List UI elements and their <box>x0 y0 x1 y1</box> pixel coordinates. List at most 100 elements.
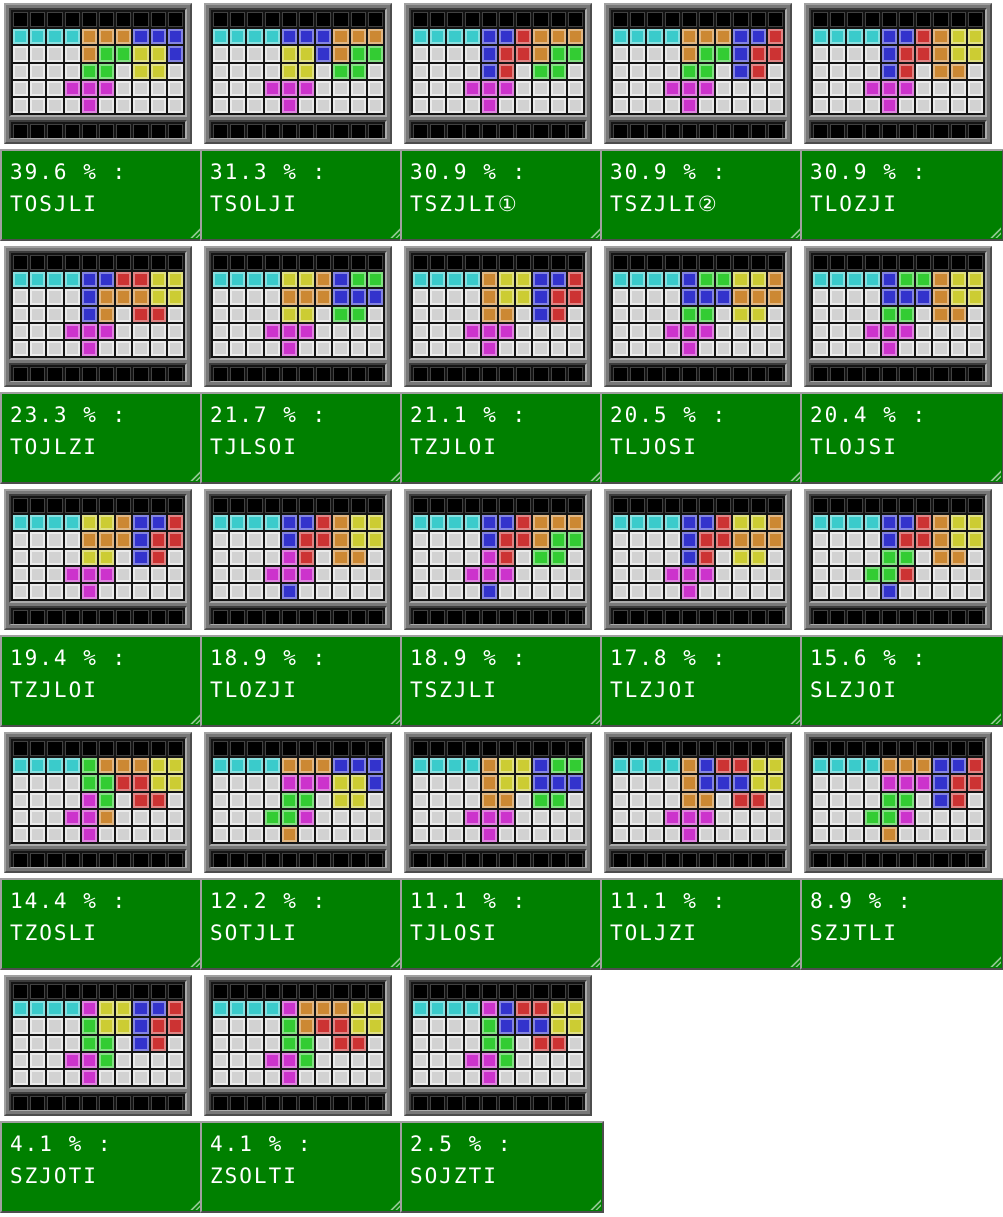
board-cell <box>316 741 332 757</box>
board-cell <box>567 984 583 1000</box>
board-cell <box>630 775 646 791</box>
board-cell <box>898 255 915 271</box>
resize-grip-icon[interactable] <box>990 227 1001 238</box>
resize-grip-icon[interactable] <box>590 956 601 967</box>
resize-grip-icon[interactable] <box>790 227 801 238</box>
board-cell <box>516 80 532 96</box>
resize-grip-icon[interactable] <box>790 956 801 967</box>
board-cell <box>630 289 646 305</box>
board-cell <box>847 29 863 45</box>
board-cell <box>681 741 697 757</box>
board-cell <box>613 29 629 45</box>
board-cell <box>150 549 166 565</box>
board-cell <box>30 1001 46 1017</box>
board-cell <box>13 124 29 139</box>
board-cell <box>464 549 480 565</box>
board-cell <box>133 29 149 45</box>
board-cell <box>213 1018 229 1034</box>
board-cell <box>516 323 532 339</box>
resize-grip-icon[interactable] <box>390 713 401 724</box>
board-cell <box>30 792 46 808</box>
board-cell <box>498 323 515 339</box>
board-cell <box>698 741 715 757</box>
board-cell <box>933 289 949 305</box>
playfield-frame <box>809 251 987 361</box>
resize-grip-icon[interactable] <box>590 1199 601 1210</box>
tetris-playfield <box>611 253 785 358</box>
resize-grip-icon[interactable] <box>590 713 601 724</box>
resize-grip-icon[interactable] <box>990 713 1001 724</box>
board-cell <box>133 853 149 868</box>
board-cell <box>167 97 183 114</box>
board-cell <box>567 367 583 382</box>
board-cell <box>413 853 429 868</box>
board-cell <box>464 532 480 548</box>
board-cell <box>264 853 280 868</box>
board-cell <box>533 984 549 1000</box>
board-cell <box>550 758 566 774</box>
resize-grip-icon[interactable] <box>190 227 201 238</box>
sequence-label: SLZJOI <box>810 678 898 702</box>
board-cell <box>516 306 532 322</box>
board-cell <box>864 306 880 322</box>
board-cell <box>864 255 880 271</box>
board-cell <box>916 46 932 62</box>
board-cell <box>133 289 149 305</box>
board-cell <box>613 12 629 28</box>
board-cell <box>281 809 297 825</box>
board-cell <box>116 1052 132 1068</box>
board-cell <box>230 97 246 114</box>
board-cell <box>498 272 515 288</box>
board-cell <box>516 853 532 868</box>
board-cell <box>213 29 229 45</box>
resize-grip-icon[interactable] <box>190 956 201 967</box>
board-cell <box>847 532 863 548</box>
board-cell <box>333 97 349 114</box>
board-cell <box>150 367 166 382</box>
board-cell <box>567 1035 583 1051</box>
board-cell <box>813 255 829 271</box>
board-cell <box>430 63 446 79</box>
board-cell <box>247 1001 263 1017</box>
board-cell <box>647 741 663 757</box>
board-cell <box>864 809 880 825</box>
resize-grip-icon[interactable] <box>390 1199 401 1210</box>
resize-grip-icon[interactable] <box>590 227 601 238</box>
board-cell <box>716 549 732 565</box>
board-cell <box>47 809 63 825</box>
board-cell <box>413 741 429 757</box>
board-cell <box>933 306 949 322</box>
board-cell <box>167 306 183 322</box>
board-cell <box>567 792 583 808</box>
board-cell <box>298 1096 315 1111</box>
board-cell <box>716 29 732 45</box>
board-cell <box>64 758 80 774</box>
resize-grip-icon[interactable] <box>990 956 1001 967</box>
resize-grip-icon[interactable] <box>590 470 601 481</box>
resize-grip-icon[interactable] <box>390 956 401 967</box>
resize-grip-icon[interactable] <box>190 713 201 724</box>
board-cell <box>898 853 915 868</box>
board-cell <box>367 984 383 1000</box>
board-cell <box>916 566 932 582</box>
resize-grip-icon[interactable] <box>190 1199 201 1210</box>
board-cell <box>950 826 966 843</box>
board-cell <box>813 532 829 548</box>
board-cell <box>333 306 349 322</box>
resize-grip-icon[interactable] <box>190 470 201 481</box>
board-cell <box>213 792 229 808</box>
resize-grip-icon[interactable] <box>790 713 801 724</box>
resize-grip-icon[interactable] <box>990 470 1001 481</box>
board-cell <box>813 566 829 582</box>
board-cell <box>298 1052 315 1068</box>
resize-grip-icon[interactable] <box>790 470 801 481</box>
board-cell <box>316 826 332 843</box>
resize-grip-icon[interactable] <box>390 227 401 238</box>
board-cell <box>47 1096 63 1111</box>
resize-grip-icon[interactable] <box>390 470 401 481</box>
board-cell <box>933 29 949 45</box>
tetris-playfield <box>11 10 185 115</box>
board-cell <box>613 583 629 600</box>
board-cell <box>247 367 263 382</box>
board-cell <box>213 532 229 548</box>
